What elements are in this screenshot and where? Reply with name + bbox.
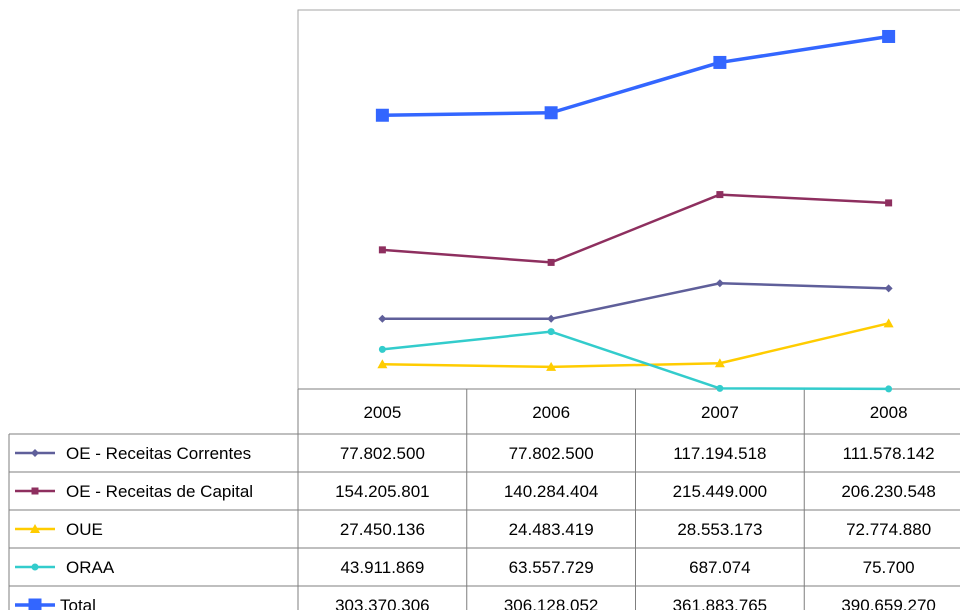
data-label-oraa-2005: 43.911.869 <box>340 558 424 577</box>
data-label-oe-receitas-de-capital-2005: 154.205.801 <box>335 482 430 501</box>
data-point-oue-2006 <box>546 361 557 371</box>
data-label-oe-receitas-de-capital-2006: 140.284.404 <box>504 482 599 501</box>
data-label-oue-2006: 24.483.419 <box>509 520 594 539</box>
data-label-oe-receitas-correntes-2007: 117.194.518 <box>673 444 766 463</box>
data-label-oraa-2006: 63.557.729 <box>509 558 594 577</box>
legend-label-oe-receitas-correntes: OE - Receitas Correntes <box>66 444 251 463</box>
series-line-oue <box>382 322 889 369</box>
data-point-oue-2005 <box>377 359 388 369</box>
data-point-oraa-2006 <box>547 328 555 336</box>
data-label-oraa-2007: 687.074 <box>689 558 750 577</box>
data-point-oraa-2005 <box>378 345 386 353</box>
series-line-total <box>382 34 889 117</box>
data-label-oue-2005: 27.450.136 <box>340 520 425 539</box>
x-tick-label-2007: 2007 <box>701 403 739 422</box>
data-label-total-2008: 390.659.270 <box>841 596 936 610</box>
plot-area <box>297 9 960 390</box>
data-label-total-2005: 303.370.306 <box>335 596 430 610</box>
x-tick-label-2005: 2005 <box>363 403 401 422</box>
data-point-oue-2007 <box>714 358 725 368</box>
data-label-oe-receitas-correntes-2005: 77.802.500 <box>340 444 425 463</box>
x-tick-label-2006: 2006 <box>532 403 570 422</box>
data-label-oue-2007: 28.553.173 <box>677 520 762 539</box>
data-point-oe-receitas-correntes-2008 <box>884 284 893 293</box>
legend-label-total: Total <box>60 596 96 610</box>
legend-marker-total <box>28 598 42 610</box>
data-point-oe-receitas-de-capital-2007 <box>716 191 724 199</box>
data-label-oe-receitas-correntes-2006: 77.802.500 <box>509 444 594 463</box>
data-point-oe-receitas-de-capital-2008 <box>885 199 893 207</box>
data-point-total-2006 <box>544 106 558 120</box>
data-point-oraa-2008 <box>885 385 893 393</box>
data-label-oe-receitas-de-capital-2007: 215.449.000 <box>673 482 768 501</box>
data-point-oue-2008 <box>883 318 894 328</box>
data-point-oe-receitas-correntes-2005 <box>378 314 387 323</box>
data-point-oe-receitas-correntes-2006 <box>547 314 556 323</box>
data-point-oe-receitas-de-capital-2006 <box>547 258 555 266</box>
data-label-total-2007: 361.883.765 <box>673 596 768 610</box>
x-tick-label-2008: 2008 <box>870 403 908 422</box>
series-line-oe-receitas-de-capital <box>382 193 889 264</box>
data-label-oe-receitas-de-capital-2008: 206.230.548 <box>841 482 936 501</box>
legend-marker-oraa <box>31 563 39 571</box>
legend-marker-oe-receitas-correntes <box>31 449 39 457</box>
legend-label-oue: OUE <box>66 520 103 539</box>
legend-label-oe-receitas-de-capital: OE - Receitas de Capital <box>66 482 253 501</box>
data-label-oue-2008: 72.774.880 <box>846 520 931 539</box>
series-line-oraa <box>382 330 889 391</box>
data-point-oe-receitas-de-capital-2005 <box>378 246 386 254</box>
legend-label-oraa: ORAA <box>66 558 115 577</box>
data-label-oe-receitas-correntes-2008: 111.578.142 <box>843 444 935 463</box>
data-point-total-2005 <box>375 108 389 122</box>
data-label-oraa-2008: 75.700 <box>863 558 915 577</box>
legend-marker-oe-receitas-de-capital <box>31 487 39 495</box>
series-line-oe-receitas-correntes <box>382 281 889 321</box>
data-point-oe-receitas-correntes-2007 <box>715 279 724 288</box>
data-point-oraa-2007 <box>716 384 724 392</box>
data-point-total-2007 <box>713 55 727 69</box>
legend-marker-oue <box>30 524 40 533</box>
data-label-total-2006: 306.128.052 <box>504 596 599 610</box>
data-point-total-2008 <box>882 29 896 43</box>
